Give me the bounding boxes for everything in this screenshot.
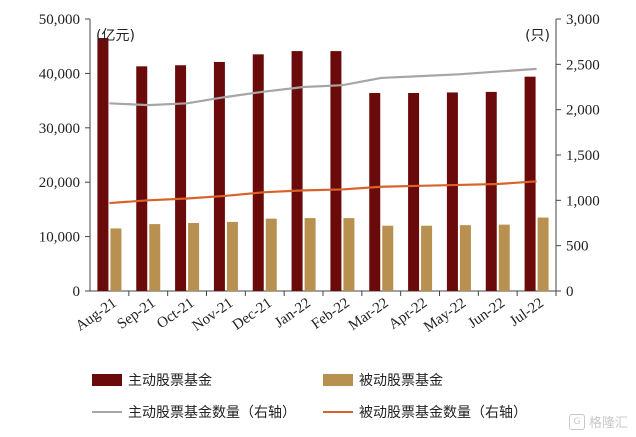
bar-passive-equity [421, 225, 433, 291]
bar-passive-equity [110, 228, 122, 291]
x-tick-label: Jun-22 [465, 295, 508, 332]
axis-labels: 0 10,000 20,000 30,000 40,000 50,000 0 500 1,000… [39, 12, 600, 336]
bar-passive-equity [188, 223, 200, 291]
watermark-logo-icon: G [568, 413, 585, 430]
bar-active-equity [524, 76, 536, 291]
bar-passive-equity [382, 225, 394, 291]
bar-active-equity [291, 51, 303, 291]
right-tick-label: 1,000 [566, 193, 600, 209]
bar-passive-equity [304, 218, 316, 291]
bar-active-equity [175, 65, 187, 292]
bar-passive-equity [149, 224, 161, 291]
bar-active-equity [446, 92, 458, 291]
watermark: G 格隆汇 [568, 412, 628, 431]
x-tick-label: May-22 [421, 295, 469, 335]
bar-active-equity [252, 54, 264, 291]
bar-passive-equity [265, 218, 277, 291]
bar-active-equity [485, 91, 497, 292]
right-tick-label: 2,500 [566, 57, 600, 73]
x-tick-label: Jul-22 [507, 295, 547, 330]
bar-active-equity [330, 51, 342, 291]
bar-passive-equity [459, 225, 471, 291]
left-tick-label: 30,000 [39, 121, 80, 137]
x-tick-label: Oct-21 [154, 295, 197, 332]
bar-passive-equity [537, 217, 549, 291]
left-tick-label: 50,000 [39, 12, 80, 28]
bars [97, 38, 549, 292]
left-tick-label: 0 [73, 284, 81, 300]
bar-active-equity [213, 61, 225, 292]
left-tick-label: 40,000 [39, 66, 80, 82]
right-tick-label: 3,000 [566, 12, 600, 28]
right-axis-unit: (只) [525, 28, 550, 44]
bar-active-equity [408, 92, 420, 291]
left-axis-unit: (亿元) [96, 28, 135, 44]
bar-active-equity [369, 92, 381, 291]
x-tick-label: Sep-21 [115, 295, 159, 332]
x-tick-label: Aug-21 [73, 295, 120, 334]
x-tick-label: Jan-22 [272, 295, 314, 331]
right-tick-label: 2,000 [566, 103, 600, 119]
left-tick-label: 20,000 [39, 175, 80, 191]
bar-passive-equity [343, 218, 355, 291]
right-tick-label: 1,500 [566, 148, 600, 164]
right-tick-label: 0 [566, 284, 574, 300]
right-tick-label: 500 [566, 239, 589, 255]
bar-passive-equity [498, 224, 510, 291]
bar-passive-equity [226, 221, 238, 291]
x-tick-label: Feb-22 [309, 295, 353, 332]
lines [109, 67, 537, 205]
line-active-count [109, 67, 537, 107]
x-tick-label: Nov-21 [189, 295, 236, 334]
axes [85, 18, 561, 296]
left-tick-label: 10,000 [39, 230, 80, 246]
line-passive-count [109, 180, 537, 205]
bar-active-equity [136, 66, 148, 291]
watermark-text: 格隆汇 [588, 416, 628, 431]
x-tick-label: Mar-22 [346, 295, 392, 334]
bar-active-equity [97, 38, 109, 291]
x-tick-label: Dec-21 [230, 295, 275, 333]
